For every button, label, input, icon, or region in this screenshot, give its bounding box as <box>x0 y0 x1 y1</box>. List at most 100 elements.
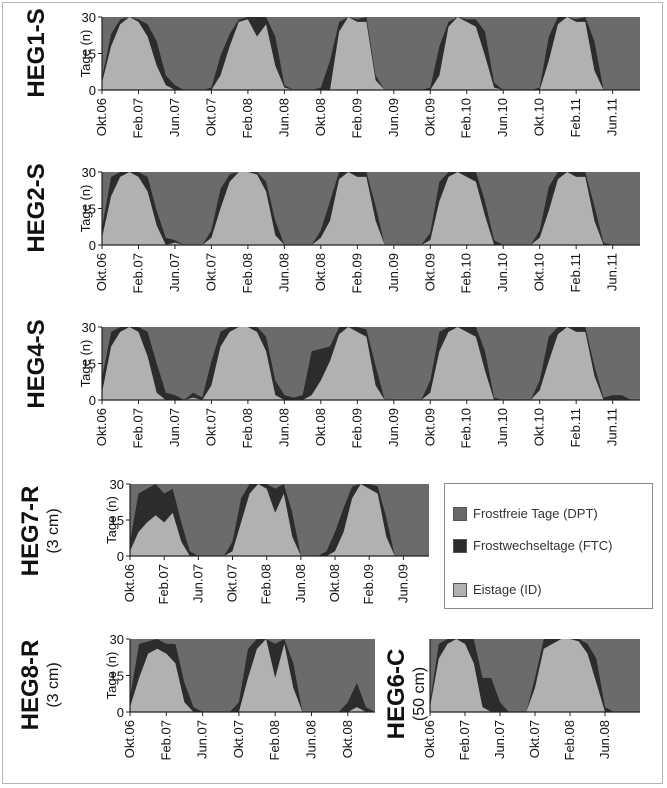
x-tick-label: Okt.09 <box>422 253 437 291</box>
legend-item-ftc: Frostwechseltage (FTC) <box>453 538 653 554</box>
x-tick-label: Jun.11 <box>605 408 620 446</box>
legend-label-id: Eistage (ID) <box>473 582 542 597</box>
chart-heg2-s: 0 15 30 Okt.06 Feb.07 Jun.07 Okt.07 Feb.08 Jun.0… <box>23 163 640 293</box>
area-id <box>130 639 375 712</box>
chart-heg4-s: 0 15 30 Okt.06 Feb.07 Jun.07 Okt.07 Feb.08 Jun.0… <box>23 319 640 448</box>
x-tick-label: Jun.07 <box>195 720 210 759</box>
x-tick-label: Feb.10 <box>459 408 474 448</box>
area-id <box>430 639 640 712</box>
x-tick-label: Feb.09 <box>361 564 376 604</box>
x-tick-label: Jun.07 <box>492 720 507 759</box>
chart-heg7-r: 0 15 30 Okt.06 Feb.07 Jun.07 Okt.07 Feb.08 Jun.0… <box>17 477 429 604</box>
x-tick-label: Okt.07 <box>527 720 542 758</box>
x-tick-label: Feb.08 <box>240 408 255 448</box>
x-tick-label: Jun.10 <box>495 98 510 137</box>
x-tick-label: Feb.08 <box>240 98 255 138</box>
x-tick-label: Jun.08 <box>597 720 612 759</box>
x-tick-label: Feb.09 <box>349 408 364 448</box>
chart-subtitle: (3 cm) <box>45 662 62 707</box>
legend-item-id: Eistage (ID) <box>453 582 653 598</box>
x-tick-label: Okt.06 <box>94 253 109 291</box>
x-tick-label: Okt.07 <box>225 564 240 602</box>
x-tick-label: Feb.08 <box>259 564 274 604</box>
x-tick-label: Feb.11 <box>568 98 583 138</box>
legend-swatch-ftc <box>453 539 467 553</box>
y-axis-label: Tage (n) <box>78 30 93 78</box>
chart-heg6-c: Okt.06 Feb.07 Jun.07 Okt.07 Feb.08 Jun.08 HEG6… <box>383 639 640 760</box>
x-tick-label: Jun.07 <box>167 98 182 137</box>
x-tick-label: Feb.07 <box>130 408 145 448</box>
x-tick-label: Feb.07 <box>156 564 171 604</box>
chart-title: HEG7-R <box>17 486 44 577</box>
legend: Frostfreie Tage (DPT) Frostwechseltage (… <box>444 483 653 609</box>
x-tick-label: Feb.09 <box>349 253 364 293</box>
x-tick-label: Okt.10 <box>532 253 547 291</box>
x-tick-label: Feb.08 <box>267 720 282 760</box>
x-tick-label: Okt.09 <box>422 98 437 136</box>
x-tick-label: Okt.08 <box>313 408 328 446</box>
x-tick-label: Jun.11 <box>605 253 620 291</box>
x-tick-label: Jun.07 <box>167 408 182 447</box>
x-tick-label: Feb.08 <box>562 720 577 760</box>
y-tick-label: 15 <box>82 357 96 372</box>
y-axis-label: Tage (n) <box>104 496 119 544</box>
x-tick-label: Okt.09 <box>422 408 437 446</box>
x-tick-label: Okt.07 <box>203 98 218 136</box>
y-tick-label: 15 <box>82 202 96 217</box>
chart-title: HEG4-S <box>23 319 50 408</box>
y-tick-label: 30 <box>110 632 124 647</box>
x-tick-label: Okt.06 <box>122 564 137 602</box>
y-tick-label: 30 <box>82 320 96 335</box>
x-tick-label: Feb.07 <box>158 720 173 760</box>
x-tick-label: Feb.10 <box>459 253 474 293</box>
y-axis-label: Tage (n) <box>78 340 93 388</box>
x-tick-label: Jun.07 <box>190 564 205 603</box>
area-id <box>130 484 429 556</box>
chart-title: HEG2-S <box>23 163 50 252</box>
x-tick-label: Jun.10 <box>495 408 510 447</box>
y-tick-label: 0 <box>89 393 96 408</box>
x-tick-label: Jun.08 <box>276 98 291 137</box>
x-tick-label: Jun.08 <box>276 408 291 447</box>
y-tick-label: 0 <box>89 83 96 98</box>
x-tick-label: Okt.08 <box>313 98 328 136</box>
legend-label-ftc: Frostwechseltage (FTC) <box>473 538 613 553</box>
y-tick-label: 15 <box>110 513 124 528</box>
legend-item-dpt: Frostfreie Tage (DPT) <box>453 506 653 522</box>
x-tick-label: Okt.07 <box>231 720 246 758</box>
x-tick-label: Okt.10 <box>532 408 547 446</box>
area-id <box>102 172 640 245</box>
chart-heg1-s: 0 15 30 Okt.06 Feb.07 Jun.07 Okt.07 Feb.08 Jun.0… <box>23 8 640 138</box>
y-tick-label: 0 <box>89 238 96 253</box>
x-tick-label: Jun.11 <box>605 98 620 136</box>
x-tick-label: Jun.08 <box>276 253 291 292</box>
legend-swatch-dpt <box>453 507 467 521</box>
x-tick-label: Okt.06 <box>94 408 109 446</box>
x-tick-label: Jun.09 <box>386 98 401 137</box>
x-tick-label: Jun.07 <box>167 253 182 292</box>
x-tick-label: Feb.08 <box>240 253 255 293</box>
x-tick-label: Jun.08 <box>303 720 318 759</box>
x-tick-label: Feb.09 <box>349 98 364 138</box>
x-tick-label: Jun.09 <box>386 253 401 292</box>
chart-title: HEG6-C <box>383 649 410 740</box>
x-tick-label: Jun.10 <box>495 253 510 292</box>
area-id <box>102 327 640 400</box>
x-tick-label: Okt.06 <box>94 98 109 136</box>
y-axis-label: Tage (n) <box>78 185 93 233</box>
y-tick-label: 15 <box>110 669 124 684</box>
y-tick-label: 0 <box>117 549 124 564</box>
x-tick-label: Okt.06 <box>122 720 137 758</box>
y-axis-label: Tage (n) <box>104 652 119 700</box>
x-tick-label: Okt.07 <box>203 408 218 446</box>
chart-subtitle: (50 cm) <box>411 667 428 721</box>
x-tick-label: Okt.08 <box>327 564 342 602</box>
chart-subtitle: (3 cm) <box>45 508 62 553</box>
x-tick-label: Jun.09 <box>386 408 401 447</box>
legend-swatch-id <box>453 583 467 597</box>
chart-title: HEG8-R <box>17 640 44 731</box>
x-tick-label: Okt.07 <box>203 253 218 291</box>
x-tick-label: Okt.06 <box>422 720 437 758</box>
x-tick-label: Feb.10 <box>459 98 474 138</box>
